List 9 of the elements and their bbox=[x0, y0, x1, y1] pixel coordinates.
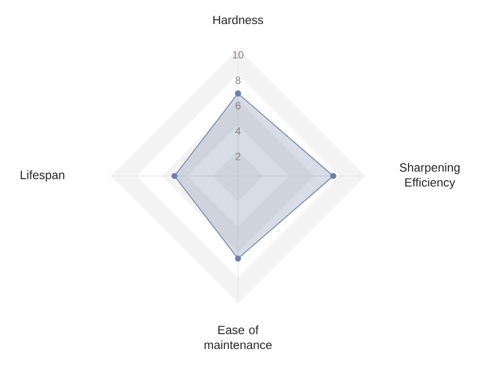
spoke-label: Hardness bbox=[213, 15, 264, 24]
y-tick-label: 10 bbox=[232, 51, 244, 59]
spoke-label: Lifespan bbox=[20, 170, 64, 182]
y-tick-label: 6 bbox=[236, 102, 240, 110]
spoke-label: Ease of maintenance bbox=[204, 325, 272, 350]
spoke-label: Sharpening Efficiency bbox=[400, 162, 460, 190]
y-tick-label: 2 bbox=[236, 152, 240, 160]
y-tick-label: 4 bbox=[235, 127, 241, 135]
y-tick-label: 8 bbox=[236, 76, 240, 84]
